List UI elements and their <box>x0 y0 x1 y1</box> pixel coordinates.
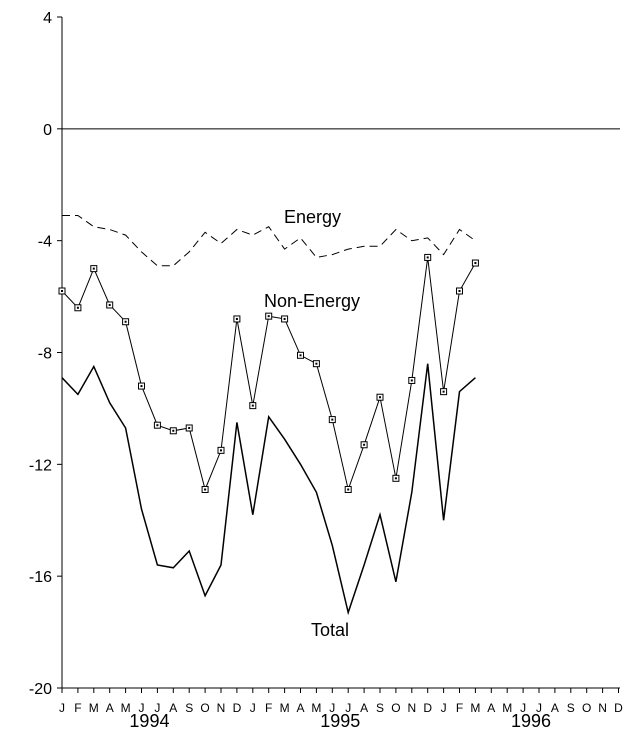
x-tick-label: A <box>106 701 114 715</box>
data-point-center-non-energy <box>188 426 191 429</box>
x-tick-label: M <box>502 701 512 715</box>
data-point-center-non-energy <box>331 418 334 421</box>
x-tick-label: N <box>598 701 607 715</box>
x-tick-label: F <box>456 701 463 715</box>
data-point-center-non-energy <box>363 443 366 446</box>
x-tick-label: A <box>551 701 559 715</box>
x-tick-label: O <box>391 701 400 715</box>
data-point-center-non-energy <box>108 303 111 306</box>
data-point-center-non-energy <box>474 262 477 265</box>
data-point-center-non-energy <box>220 449 222 452</box>
data-point-center-non-energy <box>124 320 127 323</box>
x-tick-label: J <box>139 701 145 715</box>
x-tick-label: J <box>329 701 335 715</box>
x-tick-label: A <box>487 701 495 715</box>
x-tick-label: J <box>441 701 447 715</box>
x-tick-label: S <box>185 701 193 715</box>
series-line-total <box>61 363 476 616</box>
series-layer <box>58 215 479 616</box>
x-tick-label: S <box>376 701 384 715</box>
y-tick-label: -4 <box>38 234 52 251</box>
data-point-center-non-energy <box>347 488 350 491</box>
data-point-center-non-energy <box>235 317 238 320</box>
x-tick-label: A <box>360 701 368 715</box>
x-tick-label: N <box>217 701 226 715</box>
x-tick-label: D <box>423 701 432 715</box>
data-point-center-non-energy <box>379 396 381 399</box>
y-tick-label: 4 <box>43 10 52 27</box>
data-point-center-non-energy <box>410 379 413 382</box>
year-label: 1995 <box>320 711 360 731</box>
series-labels: Energy Non-Energy Total <box>264 207 360 640</box>
x-tick-label: O <box>200 701 209 715</box>
series-line-energy <box>62 215 476 267</box>
data-point-center-non-energy <box>61 289 63 292</box>
data-point-center-non-energy <box>315 362 318 365</box>
series-label-energy: Energy <box>284 207 341 227</box>
data-point-center-non-energy <box>267 315 270 318</box>
x-tick-label: M <box>470 701 480 715</box>
data-point-center-non-energy <box>156 424 159 427</box>
x-tick-label: M <box>121 701 131 715</box>
axes: 40-4-8-12-16-20J F M A M J J A S O N D J F M A M J J A S O N D J… <box>29 10 623 731</box>
x-tick-label: S <box>567 701 575 715</box>
x-tick-label: A <box>296 701 304 715</box>
series-label-non-energy: Non-Energy <box>264 291 360 311</box>
data-point-center-non-energy <box>76 306 79 309</box>
x-tick-label: A <box>169 701 177 715</box>
series-label-total: Total <box>311 620 349 640</box>
x-tick-label: F <box>265 701 272 715</box>
x-tick-label: M <box>311 701 321 715</box>
data-point-center-non-energy <box>204 488 207 491</box>
y-tick-label: -12 <box>29 457 52 474</box>
x-tick-label: M <box>89 701 99 715</box>
data-point-center-non-energy <box>394 477 397 480</box>
year-label: 1996 <box>511 711 551 731</box>
data-point-center-non-energy <box>442 390 445 393</box>
x-tick-label: J <box>250 701 256 715</box>
y-tick-label: -16 <box>29 569 52 586</box>
x-tick-label: F <box>74 701 81 715</box>
data-point-center-non-energy <box>283 317 286 320</box>
data-point-center-non-energy <box>251 404 254 407</box>
x-tick-label: J <box>520 701 526 715</box>
x-tick-label: D <box>233 701 242 715</box>
data-point-center-non-energy <box>299 354 302 357</box>
x-tick-label: N <box>407 701 416 715</box>
y-tick-label: 0 <box>43 122 52 139</box>
x-tick-label: J <box>345 701 351 715</box>
data-point-center-non-energy <box>172 429 175 432</box>
x-tick-label: J <box>154 701 160 715</box>
data-point-center-non-energy <box>426 256 429 259</box>
x-tick-label: D <box>614 701 623 715</box>
data-point-center-non-energy <box>92 267 95 270</box>
x-tick-label: J <box>536 701 542 715</box>
x-tick-label: J <box>59 701 65 715</box>
data-point-center-non-energy <box>140 385 143 388</box>
x-tick-label: O <box>582 701 591 715</box>
year-label: 1994 <box>129 711 169 731</box>
y-tick-label: -20 <box>29 681 52 698</box>
data-point-center-non-energy <box>458 289 461 292</box>
y-tick-label: -8 <box>38 346 52 363</box>
x-tick-label: M <box>280 701 290 715</box>
